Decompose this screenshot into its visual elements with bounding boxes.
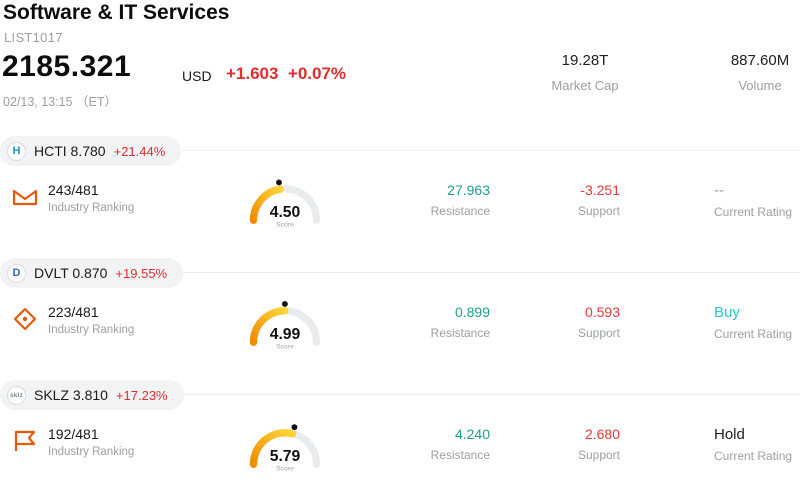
section-divider bbox=[0, 150, 800, 151]
ticker-price: DVLT 0.870 bbox=[34, 265, 108, 281]
industry-ranking: 223/481 Industry Ranking bbox=[48, 304, 134, 336]
resistance-block: 4.240 Resistance bbox=[360, 426, 490, 462]
resistance-block: 0.899 Resistance bbox=[360, 304, 490, 340]
ranking-label: Industry Ranking bbox=[48, 202, 135, 214]
svg-text:Score: Score bbox=[276, 466, 294, 473]
support-value: 2.680 bbox=[584, 426, 620, 442]
index-price: 2185.321 bbox=[2, 50, 132, 83]
ranking-value: 243/481 bbox=[48, 182, 99, 198]
sklz-logo-badge: sklz bbox=[7, 385, 26, 405]
dvlt-company-icon bbox=[13, 307, 37, 331]
stock-section-hcti: H HCTI 8.780 +21.44% 243/481 Industry Ra… bbox=[0, 136, 800, 258]
industry-ranking: 192/481 Industry Ranking bbox=[48, 426, 134, 458]
sklz-company-icon bbox=[14, 430, 36, 451]
support-value: -3.251 bbox=[580, 182, 620, 198]
resistance-label: Resistance bbox=[430, 326, 490, 340]
rating-label: Current Rating bbox=[714, 205, 793, 219]
score-gauge: 5.79 Score bbox=[249, 424, 321, 473]
resistance-value: 27.963 bbox=[447, 182, 490, 198]
market-cap-label: Market Cap bbox=[551, 78, 619, 93]
resistance-block: 27.963 Resistance bbox=[360, 182, 490, 218]
page-title: Software & IT Services bbox=[3, 1, 230, 24]
stock-section-sklz: sklz SKLZ 3.810 +17.23% 192/481 Industry… bbox=[0, 380, 800, 502]
support-label: Support bbox=[577, 204, 620, 218]
section-divider bbox=[0, 272, 800, 273]
svg-text:Score: Score bbox=[276, 344, 294, 351]
ticker-change: +19.55% bbox=[115, 265, 168, 281]
rating-value: -- bbox=[714, 182, 724, 199]
stock-section-dvlt: D DVLT 0.870 +19.55% 223/481 Industry Ra… bbox=[0, 258, 800, 380]
volume-stat: 887.60M Volume bbox=[705, 52, 800, 93]
ranking-value: 192/481 bbox=[48, 426, 99, 442]
ticker-pill-dvlt[interactable]: D DVLT 0.870 +19.55% bbox=[0, 258, 184, 288]
score-gauge: 4.50 Score bbox=[249, 179, 321, 229]
ticker-price: HCTI 8.780 bbox=[34, 143, 106, 159]
ticker-price: SKLZ 3.810 bbox=[34, 387, 108, 403]
dvlt-logo-badge: D bbox=[7, 263, 26, 283]
support-block: -3.251 Support bbox=[500, 182, 620, 218]
market-cap-value: 19.28T bbox=[561, 52, 609, 69]
resistance-label: Resistance bbox=[430, 204, 490, 218]
resistance-value: 0.899 bbox=[454, 304, 490, 320]
hcti-logo-badge: H bbox=[7, 141, 26, 161]
rating-label: Current Rating bbox=[714, 327, 793, 341]
support-value: 0.593 bbox=[584, 304, 620, 320]
rating-label: Current Rating bbox=[714, 449, 793, 463]
rating-value: Hold bbox=[714, 426, 745, 443]
resistance-value: 4.240 bbox=[454, 426, 490, 442]
volume-value: 887.60M bbox=[730, 52, 790, 69]
rating-value: Buy bbox=[714, 304, 740, 321]
ticker-change: +17.23% bbox=[115, 387, 168, 403]
index-change: +1.603 +0.07% bbox=[226, 64, 347, 83]
support-block: 0.593 Support bbox=[500, 304, 620, 340]
market-cap-stat: 19.28T Market Cap bbox=[510, 52, 660, 93]
ticker-change: +21.44% bbox=[113, 143, 166, 159]
list-id: LIST1017 bbox=[4, 30, 63, 45]
svg-text:Score: Score bbox=[276, 222, 294, 229]
rating-block: -- Current Rating bbox=[714, 182, 800, 219]
support-label: Support bbox=[577, 448, 620, 462]
support-block: 2.680 Support bbox=[500, 426, 620, 462]
ranking-value: 223/481 bbox=[48, 304, 99, 320]
rating-block: Hold Current Rating bbox=[714, 426, 800, 463]
industry-ranking: 243/481 Industry Ranking bbox=[48, 182, 134, 214]
resistance-label: Resistance bbox=[430, 448, 490, 462]
score-gauge: 4.99 Score bbox=[249, 301, 321, 351]
svg-text:5.79: 5.79 bbox=[270, 448, 301, 465]
ticker-pill-sklz[interactable]: sklz SKLZ 3.810 +17.23% bbox=[0, 380, 184, 410]
ranking-label: Industry Ranking bbox=[48, 446, 135, 458]
section-divider bbox=[0, 394, 800, 395]
hcti-company-icon bbox=[12, 189, 38, 206]
timestamp: 02/13, 13:15 （ET） bbox=[3, 95, 117, 109]
support-label: Support bbox=[577, 326, 620, 340]
ranking-label: Industry Ranking bbox=[48, 324, 135, 336]
svg-text:4.50: 4.50 bbox=[270, 204, 301, 221]
volume-label: Volume bbox=[738, 78, 782, 93]
svg-text:4.99: 4.99 bbox=[270, 326, 301, 343]
ticker-pill-hcti[interactable]: H HCTI 8.780 +21.44% bbox=[0, 136, 182, 166]
currency-label: USD bbox=[182, 68, 212, 84]
rating-block: Buy Current Rating bbox=[714, 304, 800, 341]
